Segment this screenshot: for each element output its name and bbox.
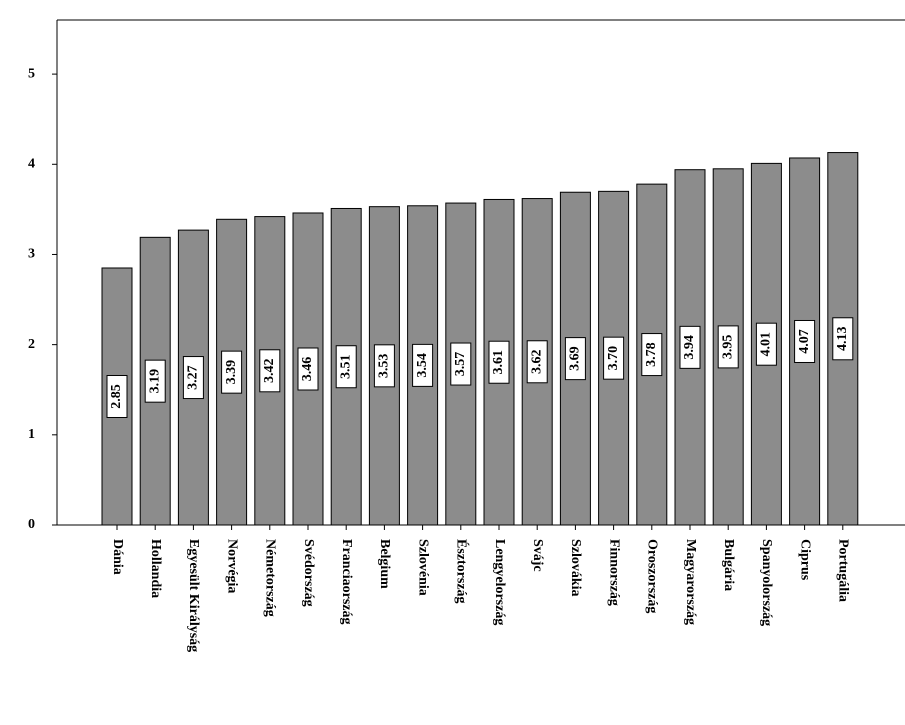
value-label: 3.62 [529,350,544,375]
value-label-box [297,347,319,391]
value-label: 3.19 [147,369,162,394]
x-tick-label: Ciprus [797,539,812,581]
x-tick-label: Magyarország [683,539,698,625]
value-label: 3.95 [720,335,735,360]
value-label: 3.70 [606,346,621,371]
x-tick-label: Finnország [606,539,621,606]
x-tick-label: Norvégia [224,539,239,593]
y-tick-label: 5 [28,66,35,81]
value-label-box [106,374,128,418]
value-label: 3.39 [224,360,239,385]
value-label: 3.69 [568,346,583,371]
x-tick-label: Franciaország [339,539,354,625]
value-label-box [259,349,281,393]
x-tick-label: Szlovákia [568,539,583,597]
x-tick-label: Belgium [377,539,392,589]
value-label-box [182,356,204,400]
value-label-box [641,333,663,377]
y-tick-label: 1 [28,427,35,442]
value-label-box [832,317,854,361]
x-tick-label: Lengyelország [492,539,507,625]
value-label-box [603,336,625,380]
value-label-box [450,342,472,386]
value-label: 3.53 [377,354,392,379]
value-label-box [526,340,548,384]
x-tick-label: Egyesült Királyság [186,539,201,652]
x-tick-label: Bulgária [721,539,736,591]
value-label: 2.85 [109,384,124,409]
x-tick-label: Hollandia [148,539,163,598]
value-label: 3.46 [300,357,315,382]
value-label-box [755,322,777,366]
x-tick-label: Spanyolország [759,539,774,626]
value-label: 3.54 [415,353,430,378]
y-tick-label: 2 [28,337,35,352]
value-label-box [717,325,739,369]
value-label: 4.13 [835,327,850,352]
value-label-box [335,345,357,389]
value-label: 3.27 [186,365,201,390]
value-label: 4.07 [797,329,812,354]
value-label-box [373,344,395,388]
value-label-box [144,359,166,403]
x-tick-label: Oroszország [645,539,660,613]
value-label: 3.78 [644,342,659,367]
x-tick-label: Dánia [110,539,125,575]
value-label-box [221,350,243,394]
value-label-box [412,343,434,387]
y-tick-label: 0 [28,517,35,532]
x-tick-label: Szlovénia [415,539,430,596]
value-label: 4.01 [759,332,774,357]
value-label: 3.51 [338,354,353,379]
value-label-box [679,325,701,369]
value-label-box [564,337,586,381]
x-tick-label: Svédország [301,539,316,607]
value-label-box [488,340,510,384]
value-label: 3.57 [453,352,468,377]
x-tick-label: Észtország [454,539,471,604]
x-tick-label: Portugália [836,539,851,602]
x-tick-label: Németország [263,539,278,617]
y-tick-label: 4 [28,157,35,172]
value-label: 3.61 [491,350,506,375]
y-tick-label: 3 [28,247,35,262]
value-label: 3.94 [682,335,697,360]
value-label: 3.42 [262,359,277,384]
value-label-box [794,319,816,363]
x-tick-label: Svájc [530,539,545,572]
